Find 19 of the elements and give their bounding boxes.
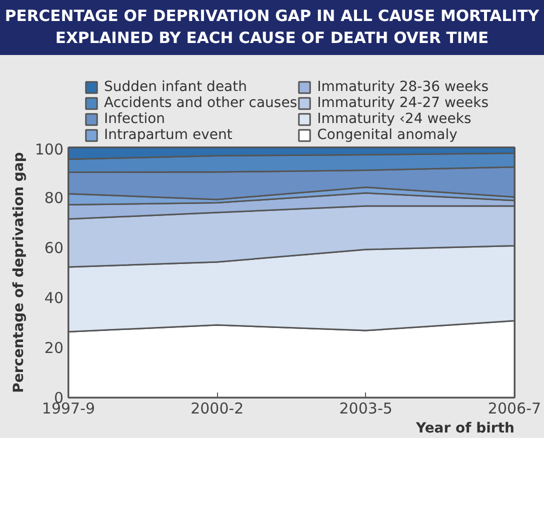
y-tick-label: 60 [44, 239, 64, 257]
x-axis-title: Year of birth [414, 420, 515, 436]
legend-label: Congenital anomaly [317, 127, 458, 143]
legend-label: Infection [104, 111, 166, 127]
y-tick-label: 20 [44, 339, 64, 357]
legend-label: Immaturity 24-27 weeks [317, 95, 489, 111]
y-axis-title: Percentage of deprivation gap [10, 152, 27, 393]
legend-label: Immaturity ‹24 weeks [317, 111, 472, 127]
y-tick-label: 40 [44, 289, 64, 307]
chart-title: PERCENTAGE OF DEPRIVATION GAP IN ALL CAUSE MORTALITY EXPLAINED BY EACH CAUSE OF DEATH OVER TIME [4, 6, 540, 49]
x-tick-label: 2003-5 [339, 400, 392, 418]
y-tick-label: 80 [44, 189, 64, 207]
x-tick-label: 2006-7 [488, 400, 542, 418]
legend-label: Sudden infant death [104, 79, 247, 95]
legend-label: Accidents and other causes [104, 95, 298, 111]
x-tick-label: 2000-2 [190, 400, 244, 418]
legend-label: Intrapartum event [104, 127, 232, 143]
y-tick-label: 100 [34, 140, 64, 158]
legend-label: Immaturity 28-36 weeks [317, 79, 489, 95]
